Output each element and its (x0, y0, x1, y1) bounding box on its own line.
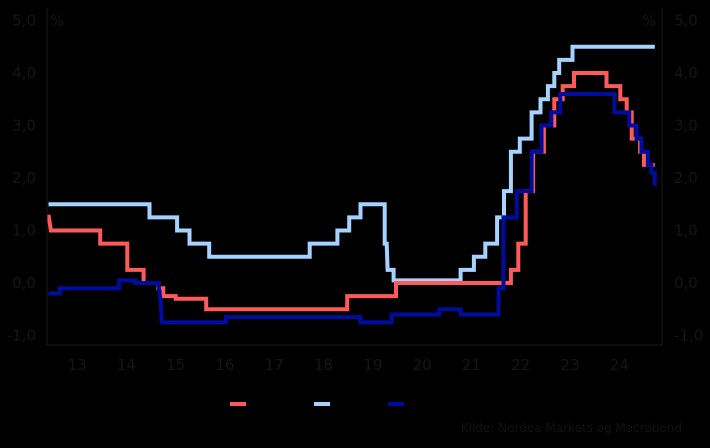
y-tick-label-right: 3,0 (674, 117, 698, 135)
legend-swatch-light-blue (314, 402, 330, 406)
y-tick-label: 2,0 (12, 169, 36, 187)
right-unit-label: % (642, 12, 656, 30)
x-tick-label: 18 (314, 356, 333, 374)
legend-swatch-dark-blue (388, 402, 404, 406)
y-axis-left-ticks: 5,0 4,0 3,0 2,0 1,0 0,0 -1,0 (7, 12, 36, 345)
y-tick-label: 5,0 (12, 12, 36, 30)
series-dark-blue-line (48, 92, 657, 325)
plot-series (46, 44, 657, 325)
left-unit-label: % (50, 12, 64, 30)
y-tick-label-right: 5,0 (674, 12, 698, 30)
x-tick-label: 13 (68, 356, 87, 374)
x-tick-label: 16 (215, 356, 234, 374)
x-tick-label: 20 (413, 356, 432, 374)
legend-item-3 (388, 396, 410, 412)
y-tick-label-right: 4,0 (674, 64, 698, 82)
series-light-blue-line (48, 44, 655, 283)
x-tick-label: 15 (166, 356, 185, 374)
y-tick-label-right: 2,0 (674, 169, 698, 187)
x-axis-ticks: 13 14 15 16 17 18 19 20 21 22 23 24 (68, 356, 629, 374)
y-tick-label-right: 0,0 (674, 274, 698, 292)
x-tick-label: 21 (462, 356, 481, 374)
source-note: Kilde: Nordea Markets og Macrobond (460, 421, 682, 435)
y-tick-label: 3,0 (12, 117, 36, 135)
y-tick-label: 4,0 (12, 64, 36, 82)
series-red-line (46, 71, 655, 312)
y-axis-right-ticks: 5,0 4,0 3,0 2,0 1,0 0,0 -1,0 (674, 12, 703, 345)
y-tick-label-right: 1,0 (674, 222, 698, 240)
y-tick-label: -1,0 (7, 327, 36, 345)
y-tick-label-right: -1,0 (674, 327, 703, 345)
x-tick-label: 23 (561, 356, 580, 374)
legend-item-2 (314, 396, 336, 412)
legend-swatch-red (230, 402, 246, 406)
x-tick-label: 24 (610, 356, 629, 374)
y-tick-label: 0,0 (12, 274, 36, 292)
x-tick-label: 17 (265, 356, 284, 374)
x-tick-label: 19 (363, 356, 382, 374)
x-tick-label: 14 (117, 356, 136, 374)
legend-item-1 (230, 396, 252, 412)
x-tick-label: 22 (511, 356, 530, 374)
legend (0, 396, 710, 412)
y-tick-label: 1,0 (12, 222, 36, 240)
